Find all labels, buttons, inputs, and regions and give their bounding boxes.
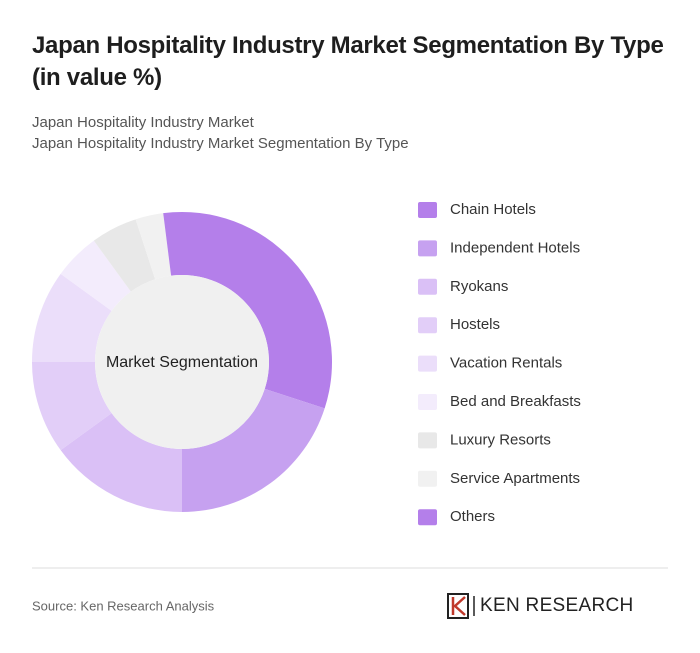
donut-hole xyxy=(95,275,269,449)
subtitle: Japan Hospitality Industry Market Segmen… xyxy=(32,135,409,152)
legend-swatch xyxy=(418,355,437,372)
donut-slice xyxy=(93,219,156,292)
legend-swatch xyxy=(418,470,437,487)
title-box: Japan Hospitality Industry Market Segmen… xyxy=(32,32,664,91)
legend-swatch xyxy=(418,317,437,334)
donut-slice xyxy=(60,413,183,512)
legend-swatch xyxy=(418,394,437,410)
legend-swatch xyxy=(418,240,437,257)
center-label: Market Segmentation xyxy=(106,354,258,371)
legend-label: Luxury Resorts xyxy=(450,431,551,448)
legend-label: Vacation Rentals xyxy=(450,355,562,372)
chart-title: Japan Hospitality Industry Market Segmen… xyxy=(32,32,664,91)
legend-swatch xyxy=(418,202,437,218)
legend-label: Ryokans xyxy=(450,278,508,295)
legend-label: Others xyxy=(450,508,495,525)
donut-slice xyxy=(182,212,332,409)
donut-slice xyxy=(182,388,325,512)
donut-slice xyxy=(32,273,112,362)
subtitle: Japan Hospitality Industry Market xyxy=(32,114,255,131)
source: Source: Ken Research Analysis xyxy=(32,598,215,613)
donut-slice xyxy=(163,212,182,276)
donut-slice xyxy=(32,362,112,451)
legend-label: Chain Hotels xyxy=(450,201,536,218)
legend-label: Hostels xyxy=(450,316,500,333)
legend-label: Service Apartments xyxy=(450,470,580,487)
legend-swatch xyxy=(418,432,437,449)
legend-swatch xyxy=(418,509,437,526)
brand: KEN RESEARCH xyxy=(480,595,634,616)
legend-label: Independent Hotels xyxy=(450,239,580,256)
donut-slice xyxy=(60,240,131,311)
legend-label: Bed and Breakfasts xyxy=(450,393,581,410)
donut-slice xyxy=(135,213,172,280)
legend-swatch xyxy=(418,278,437,295)
logo-icon xyxy=(447,593,469,619)
